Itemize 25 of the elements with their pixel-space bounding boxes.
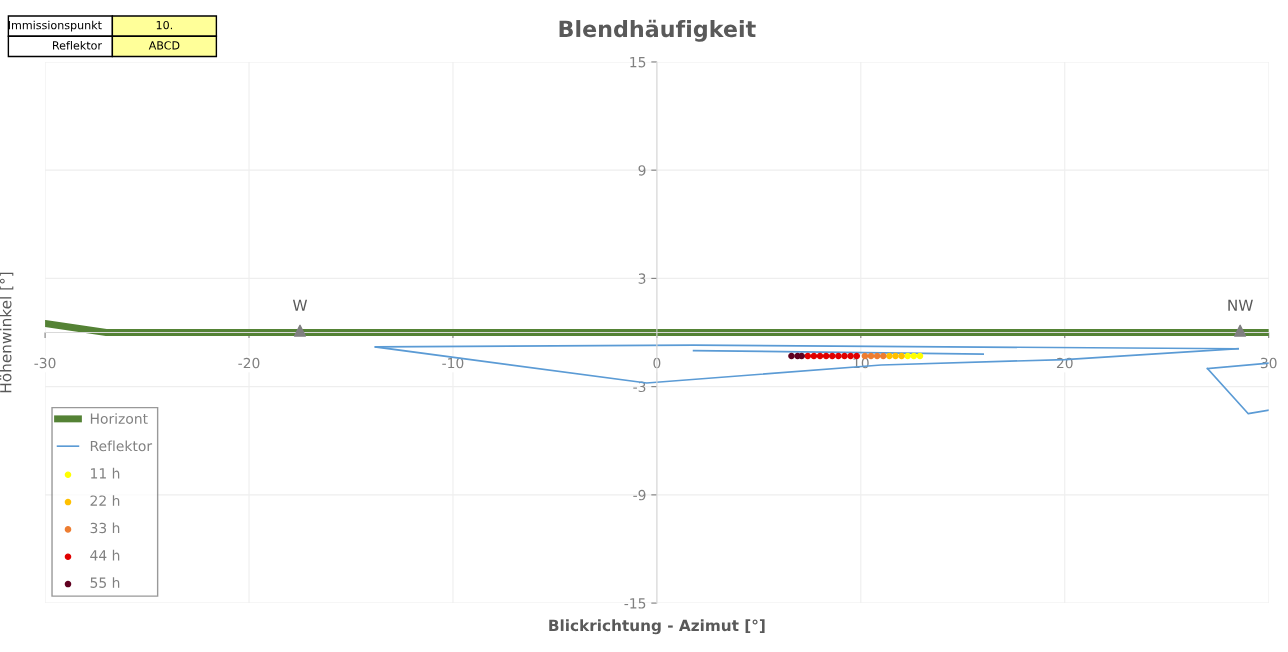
- annotation: NW: [1228, 299, 1253, 311]
- y-tick-label: -15: [624, 598, 646, 609]
- x-tick-label: 0: [653, 357, 661, 369]
- legend-label: 33 h: [90, 522, 120, 534]
- x-tick-label: -20: [238, 357, 260, 369]
- y-tick-label: -9: [633, 489, 646, 501]
- y-tick-label: 15: [630, 57, 646, 68]
- x-axis-title: Blickrichtung - Azimut [°]: [549, 619, 765, 635]
- legend-label: 11 h: [91, 467, 120, 479]
- text: 10.: [156, 20, 173, 30]
- annotation: W: [292, 299, 308, 311]
- text: ABCD: [148, 41, 180, 50]
- legend-label: 44 h: [90, 549, 120, 561]
- x-tick-label: 30: [1260, 357, 1277, 369]
- x-tick-label: -30: [34, 357, 56, 369]
- legend-label: 22 h: [90, 495, 120, 506]
- legend-label: Reflektor: [90, 440, 153, 452]
- y-axis-title: Höhenwinkel [°]: [0, 272, 14, 393]
- y-tick-label: 3: [638, 273, 646, 284]
- y-tick-label: 9: [638, 165, 646, 176]
- text: Reflektor: [53, 41, 102, 50]
- chart-title: Blendhäufigkeit: [559, 19, 756, 42]
- legend-label: Horizont: [90, 413, 148, 424]
- legend-label: 55 h: [90, 577, 120, 588]
- text: Immissionspunkt: [8, 20, 102, 32]
